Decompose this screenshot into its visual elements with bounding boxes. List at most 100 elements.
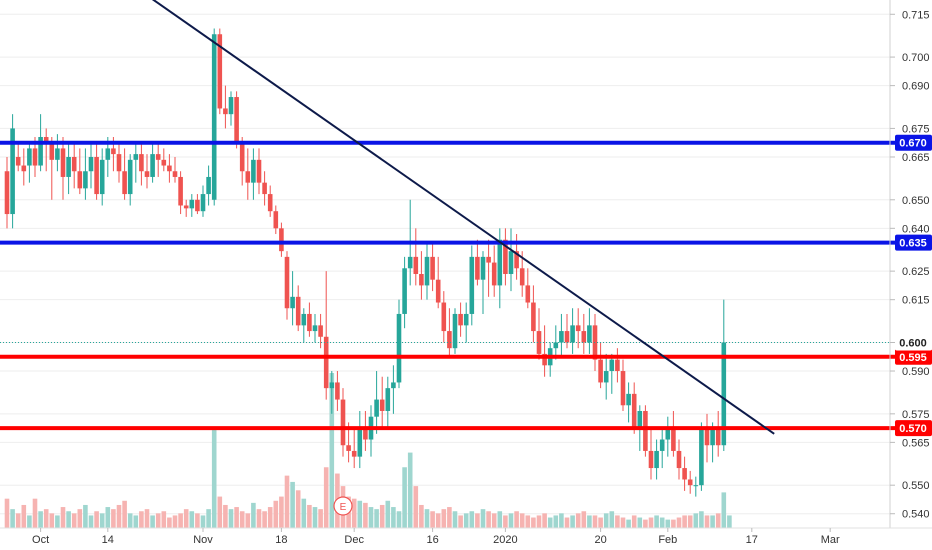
candle-body: [525, 285, 531, 303]
candle-body: [659, 439, 665, 451]
price-badges: 0.670 0.635 0.595 0.570 0.600: [895, 134, 932, 437]
candle-body: [665, 428, 671, 440]
candle-body: [486, 256, 491, 263]
volume-bar: [312, 507, 318, 528]
level-badge: [895, 234, 932, 251]
volume-bar: [234, 507, 239, 528]
earnings-marker: [333, 496, 353, 516]
volume-bar: [99, 513, 105, 528]
volume-bar: [43, 509, 49, 528]
volume-bar: [251, 502, 256, 528]
candle-body: [32, 148, 38, 166]
volume-bar: [699, 511, 704, 528]
price-axis[interactable]: 0.715 0.700 0.690 0.675 0.665 0.650 0.640 0.625…: [890, 9, 930, 521]
y-tick-label: 0.715: [902, 9, 930, 21]
volume-bar: [598, 517, 603, 528]
candle-body: [155, 154, 161, 160]
time-axis[interactable]: Oct 14 Nov 18 Dec 16 2020 20 Feb 17 Mar: [32, 528, 840, 546]
candle-body: [267, 194, 273, 212]
candle-body: [318, 325, 323, 337]
volume-bar: [116, 504, 122, 528]
volume-bar: [301, 498, 307, 528]
candle-body: [346, 445, 351, 451]
candle-body: [43, 136, 49, 143]
volume-bar: [351, 498, 357, 528]
y-tick-label: 0.565: [902, 437, 930, 449]
candle-body: [469, 256, 475, 314]
volume-bar: [536, 515, 542, 528]
x-tick-label: Mar: [821, 534, 840, 546]
volume-bar: [49, 513, 55, 528]
candle-body: [301, 313, 307, 326]
volume-bar: [452, 511, 458, 528]
volume-bar: [413, 486, 419, 528]
volume-bar: [587, 515, 592, 528]
volume-bar: [133, 515, 139, 528]
candle-body: [27, 148, 32, 166]
volume-bar: [363, 502, 368, 528]
volume-bar: [55, 515, 60, 528]
volume-bar: [659, 517, 665, 528]
volume-bar: [385, 500, 391, 528]
candle-body: [637, 410, 643, 429]
candle-body: [144, 171, 150, 177]
volume-bar: [379, 504, 385, 528]
volume-bar: [307, 504, 312, 528]
candle-body: [178, 176, 183, 206]
volume-bar: [615, 515, 620, 528]
candle-body: [463, 313, 469, 326]
candle-body: [195, 199, 200, 212]
volume-bar: [329, 373, 335, 528]
candle-body: [710, 428, 715, 446]
volume-bar: [245, 513, 251, 528]
volume-bar: [290, 481, 295, 528]
volume-bar: [715, 513, 721, 528]
candle-body: [536, 331, 542, 354]
volume-bar: [486, 511, 491, 528]
candle-body: [4, 171, 10, 215]
candle-body: [407, 256, 413, 269]
volume-bar: [581, 511, 587, 528]
candle-body: [122, 171, 127, 195]
level-badge: [895, 420, 932, 437]
level-badge: [895, 134, 932, 151]
candle-body: [587, 325, 592, 343]
candle-body: [542, 353, 547, 366]
candle-body: [458, 313, 463, 326]
level-badge: [895, 348, 932, 365]
volume-bar: [575, 513, 581, 528]
volume-bar: [531, 517, 536, 528]
volume-bar: [223, 504, 228, 528]
volume-bar: [559, 513, 564, 528]
volume-bar: [570, 515, 575, 528]
candle-body: [105, 148, 111, 160]
volume-bar: [200, 515, 206, 528]
volume-bar: [38, 511, 43, 528]
candle-body: [424, 256, 430, 286]
candle-body: [307, 313, 312, 332]
candle-body: [676, 450, 682, 469]
current-price-label: 0.600: [899, 337, 927, 349]
candle-body: [284, 256, 290, 309]
candle-body: [60, 148, 66, 177]
volume-bar: [542, 513, 547, 528]
candle-body: [575, 325, 581, 332]
candle-body: [228, 97, 234, 115]
volume-bar: [211, 427, 217, 528]
candle-body: [111, 148, 116, 155]
x-tick-label: 18: [275, 534, 287, 546]
volume-bar: [603, 513, 609, 528]
volume-bar: [155, 513, 161, 528]
candle-body: [335, 382, 340, 400]
volume-bar: [648, 517, 654, 528]
x-tick-label: Feb: [658, 534, 677, 546]
candle-body: [447, 331, 452, 349]
candle-body: [133, 154, 139, 160]
candle-body: [631, 393, 637, 429]
volume-bar: [503, 515, 508, 528]
candle-body: [564, 331, 570, 343]
candle-body: [167, 165, 172, 172]
volume-bar: [10, 509, 15, 528]
y-tick-label: 0.590: [902, 366, 930, 378]
